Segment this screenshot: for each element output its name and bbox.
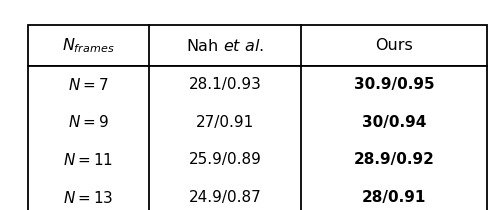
Text: 27/0.91: 27/0.91 (196, 115, 254, 130)
Text: 30.9/0.95: 30.9/0.95 (354, 77, 434, 92)
Text: 24.9/0.87: 24.9/0.87 (189, 190, 262, 205)
Text: $N = 7$: $N = 7$ (68, 77, 108, 93)
Text: Nah $\it{et\ al.}$: Nah $\it{et\ al.}$ (186, 38, 264, 54)
Text: $N = 13$: $N = 13$ (64, 190, 114, 206)
Text: 28/0.91: 28/0.91 (362, 190, 426, 205)
Text: Ours: Ours (376, 38, 413, 53)
Text: $N = 9$: $N = 9$ (68, 114, 109, 130)
Text: $N_{frames}$: $N_{frames}$ (62, 36, 115, 55)
Text: 28.9/0.92: 28.9/0.92 (354, 152, 435, 168)
Text: 25.9/0.89: 25.9/0.89 (189, 152, 262, 168)
Text: 30/0.94: 30/0.94 (362, 115, 426, 130)
Text: 28.1/0.93: 28.1/0.93 (189, 77, 262, 92)
Text: $N = 11$: $N = 11$ (64, 152, 114, 168)
